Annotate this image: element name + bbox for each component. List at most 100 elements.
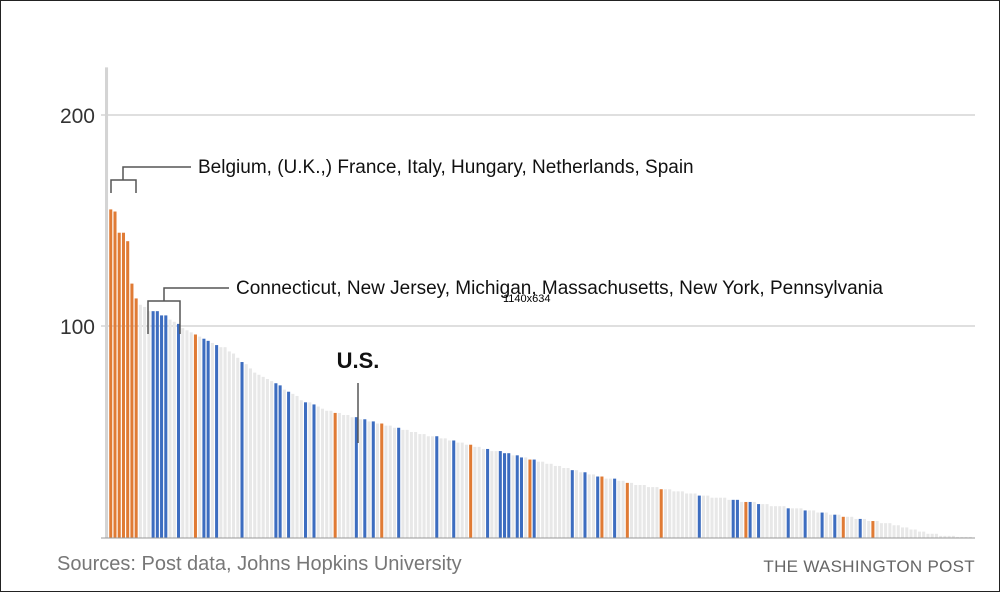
bar-other — [837, 514, 841, 538]
bar-other — [248, 368, 253, 538]
bar-other — [752, 501, 756, 538]
bar-state — [312, 404, 316, 538]
bar-state — [363, 419, 367, 538]
countries-annotation: Belgium, (U.K.,) France, Italy, Hungary,… — [198, 157, 694, 178]
bar-other — [308, 402, 312, 538]
bar-other — [795, 508, 799, 538]
bar-other — [655, 487, 659, 538]
states-bracket — [147, 287, 229, 334]
bar-country — [625, 482, 629, 538]
bar-other — [790, 508, 794, 538]
bar-other — [850, 516, 854, 538]
bar-country — [121, 232, 125, 538]
bar-state — [786, 508, 790, 538]
bar-other — [617, 480, 621, 538]
bar-other — [105, 67, 109, 539]
bar-other — [232, 353, 236, 538]
bar-state — [858, 518, 862, 538]
bar-other — [892, 525, 896, 538]
bar-us — [397, 427, 401, 538]
bar-other — [443, 438, 447, 538]
gridlines — [101, 114, 975, 327]
bar-other — [862, 518, 866, 538]
bar-other — [388, 425, 392, 538]
bar-country — [744, 501, 748, 538]
bar-other — [926, 533, 930, 538]
bar-other — [282, 389, 286, 538]
countries-bracket — [110, 166, 191, 193]
bar-other — [888, 523, 892, 538]
bar-other — [490, 451, 494, 538]
bar-other — [536, 461, 540, 538]
bar-other — [456, 442, 460, 538]
bar-other — [541, 461, 545, 538]
bar-other — [426, 436, 430, 538]
bar-other — [422, 434, 426, 538]
bar-state — [820, 512, 824, 538]
bar-other — [807, 510, 811, 538]
bar-state — [206, 340, 210, 538]
bar-other — [401, 429, 405, 538]
bar-state — [757, 504, 761, 538]
bar-state — [435, 436, 439, 538]
bar-other — [375, 423, 380, 538]
bar-other — [621, 480, 625, 538]
bar-state — [803, 510, 807, 538]
bar-other — [896, 525, 900, 538]
bar-country — [380, 423, 384, 538]
bar-country — [528, 459, 532, 538]
bar-other — [591, 474, 595, 538]
bar-other — [672, 491, 676, 538]
bar-other — [689, 493, 693, 538]
bar-other — [477, 446, 481, 538]
bar-other — [291, 393, 295, 538]
bar-other — [710, 497, 714, 538]
bar-other — [604, 478, 608, 538]
bar-state — [486, 448, 490, 538]
bar-other — [295, 395, 299, 538]
bar-other — [723, 497, 727, 538]
bar-country — [871, 521, 875, 538]
bar-state — [515, 455, 519, 538]
bar-other — [930, 533, 934, 538]
bar-state — [498, 451, 502, 538]
bar-other — [549, 463, 553, 538]
bar-other — [219, 347, 223, 538]
bar-state — [519, 457, 523, 538]
bar-other — [481, 448, 485, 538]
bar-other — [702, 495, 706, 538]
bar-other — [706, 495, 710, 538]
bar-state — [583, 472, 587, 538]
bar-state — [354, 417, 358, 538]
bar-other — [718, 497, 722, 538]
bar-other — [147, 311, 151, 538]
bar-other — [939, 535, 943, 538]
bar-state — [748, 501, 752, 538]
bar-other — [651, 487, 655, 538]
bar-other — [943, 535, 947, 538]
bar-state — [287, 391, 291, 538]
bar-other — [816, 512, 820, 538]
bar-other — [909, 529, 913, 538]
bar-other — [553, 465, 557, 538]
bar-other — [922, 531, 926, 538]
bar-other — [765, 504, 769, 538]
bar-other — [511, 455, 515, 538]
bar-other — [431, 436, 435, 538]
bar-other — [494, 451, 498, 538]
bar-other — [473, 446, 477, 538]
bar-country — [841, 516, 845, 538]
chart-frame: 200 100 Belgium, (U.K.,) France, Italy, … — [0, 0, 1000, 592]
overlay-stamp: 1140x634 — [503, 293, 551, 305]
bar-other — [714, 497, 718, 538]
bar-other — [769, 506, 773, 538]
bar-other — [384, 425, 388, 538]
bar-other — [579, 472, 583, 538]
bars — [105, 67, 972, 539]
bar-country — [117, 232, 121, 538]
bar-other — [638, 485, 642, 538]
bar-country — [193, 334, 197, 538]
bar-state — [503, 453, 507, 538]
bar-country — [659, 489, 663, 538]
bar-other — [346, 415, 350, 538]
